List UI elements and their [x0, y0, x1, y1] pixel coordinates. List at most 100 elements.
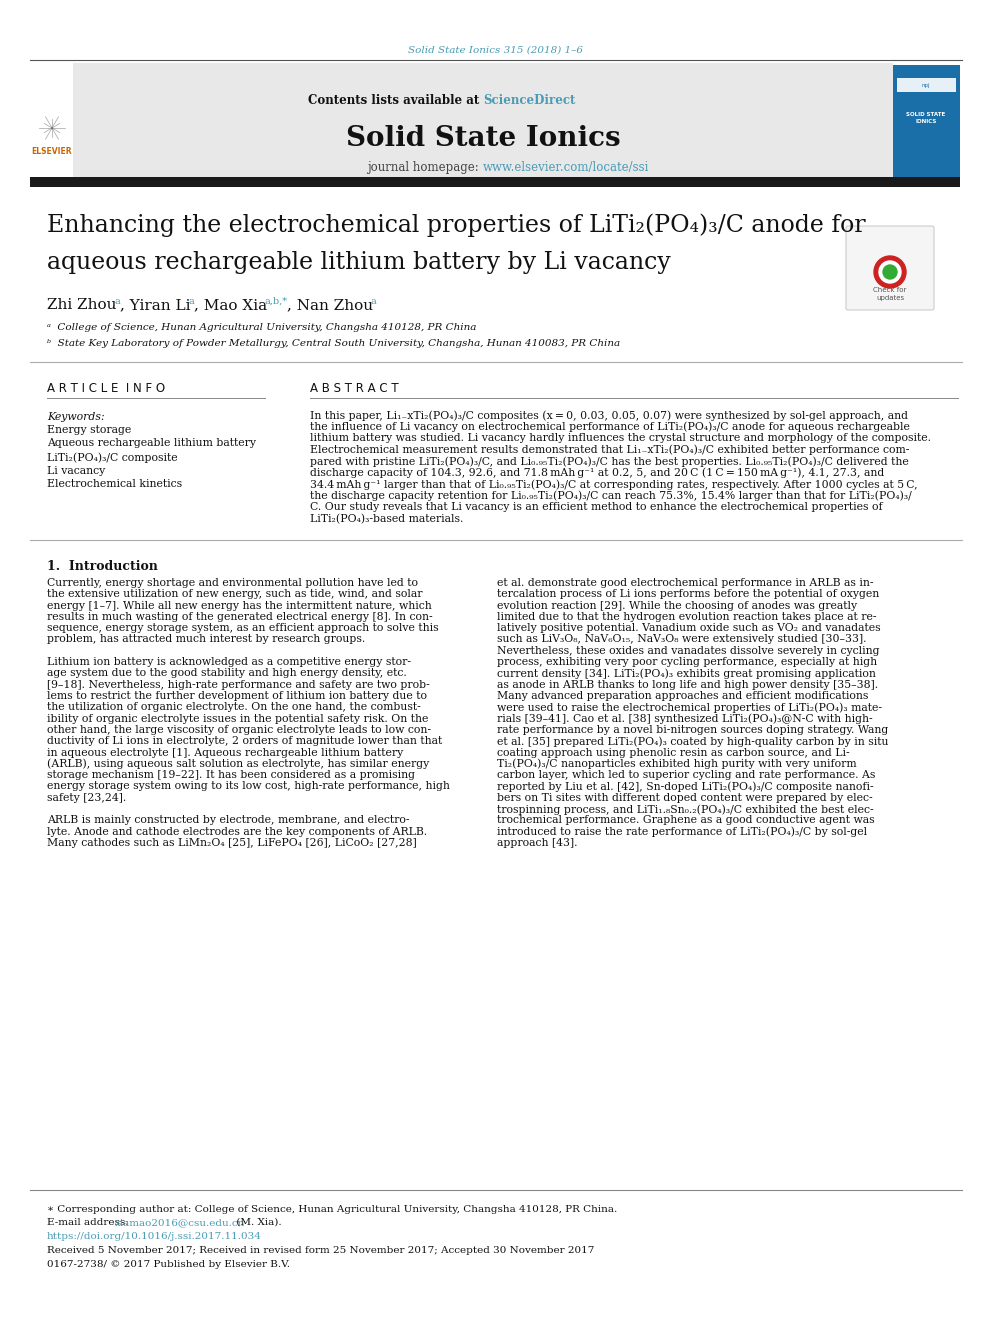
Text: Solid State Ionics: Solid State Ionics — [345, 124, 620, 152]
Text: In this paper, Li₁₋xTi₂(PO₄)₃/C composites (x = 0, 0.03, 0.05, 0.07) were synthe: In this paper, Li₁₋xTi₂(PO₄)₃/C composit… — [310, 410, 908, 421]
Text: the influence of Li vacancy on electrochemical performance of LiTi₂(PO₄)₃/C anod: the influence of Li vacancy on electroch… — [310, 422, 910, 433]
Text: et al. [35] prepared LiTi₂(PO₄)₃ coated by high-quality carbon by in situ: et al. [35] prepared LiTi₂(PO₄)₃ coated … — [497, 736, 889, 746]
Bar — [897, 78, 956, 93]
Text: results in much wasting of the generated electrical energy [8]. In con-: results in much wasting of the generated… — [47, 613, 433, 622]
Text: such as LiV₃O₈, NaV₆O₁₅, NaV₃O₈ were extensively studied [30–33].: such as LiV₃O₈, NaV₆O₁₅, NaV₃O₈ were ext… — [497, 635, 866, 644]
Text: E-mail address:: E-mail address: — [47, 1218, 132, 1226]
Text: energy [1–7]. While all new energy has the intermittent nature, which: energy [1–7]. While all new energy has t… — [47, 601, 432, 611]
Circle shape — [879, 261, 901, 283]
Text: Zhi Zhou: Zhi Zhou — [47, 298, 116, 312]
Text: Energy storage: Energy storage — [47, 425, 131, 435]
Text: 1.  Introduction: 1. Introduction — [47, 560, 158, 573]
Bar — [893, 65, 960, 179]
Text: trospinning process, and LiTi₁.₈Sn₀.₂(PO₄)₃/C exhibited the best elec-: trospinning process, and LiTi₁.₈Sn₀.₂(PO… — [497, 804, 874, 815]
Text: sequence, energy storage system, as an efficient approach to solve this: sequence, energy storage system, as an e… — [47, 623, 438, 634]
Text: 0167-2738/ © 2017 Published by Elsevier B.V.: 0167-2738/ © 2017 Published by Elsevier … — [47, 1259, 290, 1269]
Text: Currently, energy shortage and environmental pollution have led to: Currently, energy shortage and environme… — [47, 578, 418, 587]
Text: bers on Ti sites with different doped content were prepared by elec-: bers on Ti sites with different doped co… — [497, 792, 873, 803]
Text: were used to raise the electrochemical properties of LiTi₂(PO₄)₃ mate-: were used to raise the electrochemical p… — [497, 703, 882, 713]
Text: energy storage system owing to its low cost, high-rate performance, high: energy storage system owing to its low c… — [47, 782, 450, 791]
Text: current density [34]. LiTi₂(PO₄)₃ exhibits great promising application: current density [34]. LiTi₂(PO₄)₃ exhibi… — [497, 668, 876, 679]
Text: the utilization of organic electrolyte. On the one hand, the combust-: the utilization of organic electrolyte. … — [47, 703, 421, 712]
Text: , Mao Xia: , Mao Xia — [194, 298, 267, 312]
Text: SOLID STATE
IONICS: SOLID STATE IONICS — [907, 112, 945, 124]
Text: https://doi.org/10.1016/j.ssi.2017.11.034: https://doi.org/10.1016/j.ssi.2017.11.03… — [47, 1232, 262, 1241]
Text: as anode in ARLB thanks to long life and high power density [35–38].: as anode in ARLB thanks to long life and… — [497, 680, 878, 689]
Text: storage mechanism [19–22]. It has been considered as a promising: storage mechanism [19–22]. It has been c… — [47, 770, 415, 781]
Text: ᵇ  State Key Laboratory of Powder Metallurgy, Central South University, Changsha: ᵇ State Key Laboratory of Powder Metallu… — [47, 340, 620, 348]
Text: trochemical performance. Graphene as a good conductive agent was: trochemical performance. Graphene as a g… — [497, 815, 875, 826]
Text: safety [23,24].: safety [23,24]. — [47, 792, 126, 803]
Text: A R T I C L E  I N F O: A R T I C L E I N F O — [47, 381, 165, 394]
Text: Enhancing the electrochemical properties of LiTi₂(PO₄)₃/C anode for: Enhancing the electrochemical properties… — [47, 213, 866, 237]
Text: reported by Liu et al. [42], Sn-doped LiTi₂(PO₄)₃/C composite nanofi-: reported by Liu et al. [42], Sn-doped Li… — [497, 782, 874, 792]
Text: 34.4 mAh g⁻¹ larger than that of Li₀.₉₅Ti₂(PO₄)₃/C at corresponding rates, respe: 34.4 mAh g⁻¹ larger than that of Li₀.₉₅T… — [310, 479, 918, 490]
Text: Many advanced preparation approaches and efficient modifications: Many advanced preparation approaches and… — [497, 691, 868, 701]
Text: C. Our study reveals that Li vacancy is an efficient method to enhance the elect: C. Our study reveals that Li vacancy is … — [310, 501, 883, 512]
Circle shape — [883, 265, 897, 279]
Text: Lithium ion battery is acknowledged as a competitive energy stor-: Lithium ion battery is acknowledged as a… — [47, 658, 411, 667]
Text: Many cathodes such as LiMn₂O₄ [25], LiFePO₄ [26], LiCoO₂ [27,28]: Many cathodes such as LiMn₂O₄ [25], LiFe… — [47, 837, 417, 848]
Text: tercalation process of Li ions performs before the potential of oxygen: tercalation process of Li ions performs … — [497, 589, 879, 599]
Text: npj: npj — [922, 82, 930, 87]
Text: Contents lists available at: Contents lists available at — [308, 94, 483, 106]
Text: Electrochemical kinetics: Electrochemical kinetics — [47, 479, 183, 490]
Text: LiTi₂(PO₄)₃-based materials.: LiTi₂(PO₄)₃-based materials. — [310, 513, 463, 524]
Text: , Nan Zhou: , Nan Zhou — [288, 298, 373, 312]
Text: ductivity of Li ions in electrolyte, 2 orders of magnitude lower than that: ductivity of Li ions in electrolyte, 2 o… — [47, 736, 442, 746]
Text: Aqueous rechargeable lithium battery: Aqueous rechargeable lithium battery — [47, 438, 256, 448]
Text: (M. Xia).: (M. Xia). — [233, 1218, 282, 1226]
Text: lems to restrict the further development of lithium ion battery due to: lems to restrict the further development… — [47, 691, 427, 701]
Text: ᵃ  College of Science, Hunan Agricultural University, Changsha 410128, PR China: ᵃ College of Science, Hunan Agricultural… — [47, 324, 476, 332]
Circle shape — [874, 255, 906, 288]
Text: (ARLB), using aqueous salt solution as electrolyte, has similar energy: (ARLB), using aqueous salt solution as e… — [47, 759, 430, 770]
Text: introduced to raise the rate performance of LiTi₂(PO₄)₃/C by sol-gel: introduced to raise the rate performance… — [497, 827, 867, 837]
Text: lyte. Anode and cathode electrodes are the key components of ARLB.: lyte. Anode and cathode electrodes are t… — [47, 827, 428, 836]
Text: [9–18]. Nevertheless, high-rate performance and safety are two prob-: [9–18]. Nevertheless, high-rate performa… — [47, 680, 430, 689]
Text: approach [43].: approach [43]. — [497, 837, 577, 848]
Text: journal homepage:: journal homepage: — [367, 161, 483, 175]
Text: coating approach using phenolic resin as carbon source, and Li-: coating approach using phenolic resin as… — [497, 747, 849, 758]
Text: a,b,*: a,b,* — [265, 296, 288, 306]
Text: process, exhibiting very poor cycling performance, especially at high: process, exhibiting very poor cycling pe… — [497, 658, 877, 667]
Bar — [73, 64, 893, 179]
Text: a: a — [371, 296, 377, 306]
Text: problem, has attracted much interest by research groups.: problem, has attracted much interest by … — [47, 635, 365, 644]
Text: Keywords:: Keywords: — [47, 411, 104, 422]
Text: xiamao2016@csu.edu.cn: xiamao2016@csu.edu.cn — [115, 1218, 245, 1226]
FancyBboxPatch shape — [846, 226, 934, 310]
Text: lithium battery was studied. Li vacancy hardly influences the crystal structure : lithium battery was studied. Li vacancy … — [310, 433, 931, 443]
Text: www.elsevier.com/locate/ssi: www.elsevier.com/locate/ssi — [483, 161, 650, 175]
Text: , Yiran Li: , Yiran Li — [120, 298, 190, 312]
Text: the discharge capacity retention for Li₀.₉₅Ti₂(PO₄)₃/C can reach 75.3%, 15.4% la: the discharge capacity retention for Li₀… — [310, 491, 912, 501]
Text: limited due to that the hydrogen evolution reaction takes place at re-: limited due to that the hydrogen evoluti… — [497, 613, 877, 622]
Text: Li vacancy: Li vacancy — [47, 466, 105, 475]
Text: Ti₂(PO₄)₃/C nanoparticles exhibited high purity with very uniform: Ti₂(PO₄)₃/C nanoparticles exhibited high… — [497, 759, 857, 770]
Text: Electrochemical measurement results demonstrated that Li₁₋xTi₂(PO₄)₃/C exhibited: Electrochemical measurement results demo… — [310, 445, 910, 455]
Text: ibility of organic electrolyte issues in the potential safety risk. On the: ibility of organic electrolyte issues in… — [47, 713, 429, 724]
Text: Check for
updates: Check for updates — [873, 287, 907, 302]
Text: carbon layer, which led to superior cycling and rate performance. As: carbon layer, which led to superior cycl… — [497, 770, 875, 781]
Text: ScienceDirect: ScienceDirect — [483, 94, 575, 106]
Bar — [30, 177, 960, 187]
Text: a: a — [188, 296, 194, 306]
Text: LiTi₂(PO₄)₃/C composite: LiTi₂(PO₄)₃/C composite — [47, 452, 178, 463]
Text: latively positive potential. Vanadium oxide such as VO₂ and vanadates: latively positive potential. Vanadium ox… — [497, 623, 881, 634]
Text: a: a — [114, 296, 120, 306]
Text: ELSEVIER: ELSEVIER — [32, 147, 72, 156]
Text: age system due to the good stability and high energy density, etc.: age system due to the good stability and… — [47, 668, 407, 679]
Text: A B S T R A C T: A B S T R A C T — [310, 381, 399, 394]
Text: Nevertheless, these oxides and vanadates dissolve severely in cycling: Nevertheless, these oxides and vanadates… — [497, 646, 880, 656]
Text: pared with pristine LiTi₂(PO₄)₃/C, and Li₀.₉₅Ti₂(PO₄)₃/C has the best properties: pared with pristine LiTi₂(PO₄)₃/C, and L… — [310, 456, 909, 467]
Text: discharge capacity of 104.3, 92.6, and 71.8 mAh g⁻¹ at 0.2, 5, and 20 C (1 C = 1: discharge capacity of 104.3, 92.6, and 7… — [310, 467, 884, 478]
Text: the extensive utilization of new energy, such as tide, wind, and solar: the extensive utilization of new energy,… — [47, 589, 423, 599]
Text: Received 5 November 2017; Received in revised form 25 November 2017; Accepted 30: Received 5 November 2017; Received in re… — [47, 1246, 594, 1256]
Text: Solid State Ionics 315 (2018) 1–6: Solid State Ionics 315 (2018) 1–6 — [409, 45, 583, 54]
Text: evolution reaction [29]. While the choosing of anodes was greatly: evolution reaction [29]. While the choos… — [497, 601, 857, 611]
Text: et al. demonstrate good electrochemical performance in ARLB as in-: et al. demonstrate good electrochemical … — [497, 578, 874, 587]
Text: rials [39–41]. Cao et al. [38] synthesized LiTi₂(PO₄)₃@N-C with high-: rials [39–41]. Cao et al. [38] synthesiz… — [497, 713, 873, 724]
Text: aqueous rechargeable lithium battery by Li vacancy: aqueous rechargeable lithium battery by … — [47, 251, 671, 274]
Text: in aqueous electrolyte [1]. Aqueous rechargeable lithium battery: in aqueous electrolyte [1]. Aqueous rech… — [47, 747, 404, 758]
Text: ∗ Corresponding author at: College of Science, Hunan Agricultural University, Ch: ∗ Corresponding author at: College of Sc… — [47, 1205, 617, 1215]
Text: other hand, the large viscosity of organic electrolyte leads to low con-: other hand, the large viscosity of organ… — [47, 725, 431, 734]
